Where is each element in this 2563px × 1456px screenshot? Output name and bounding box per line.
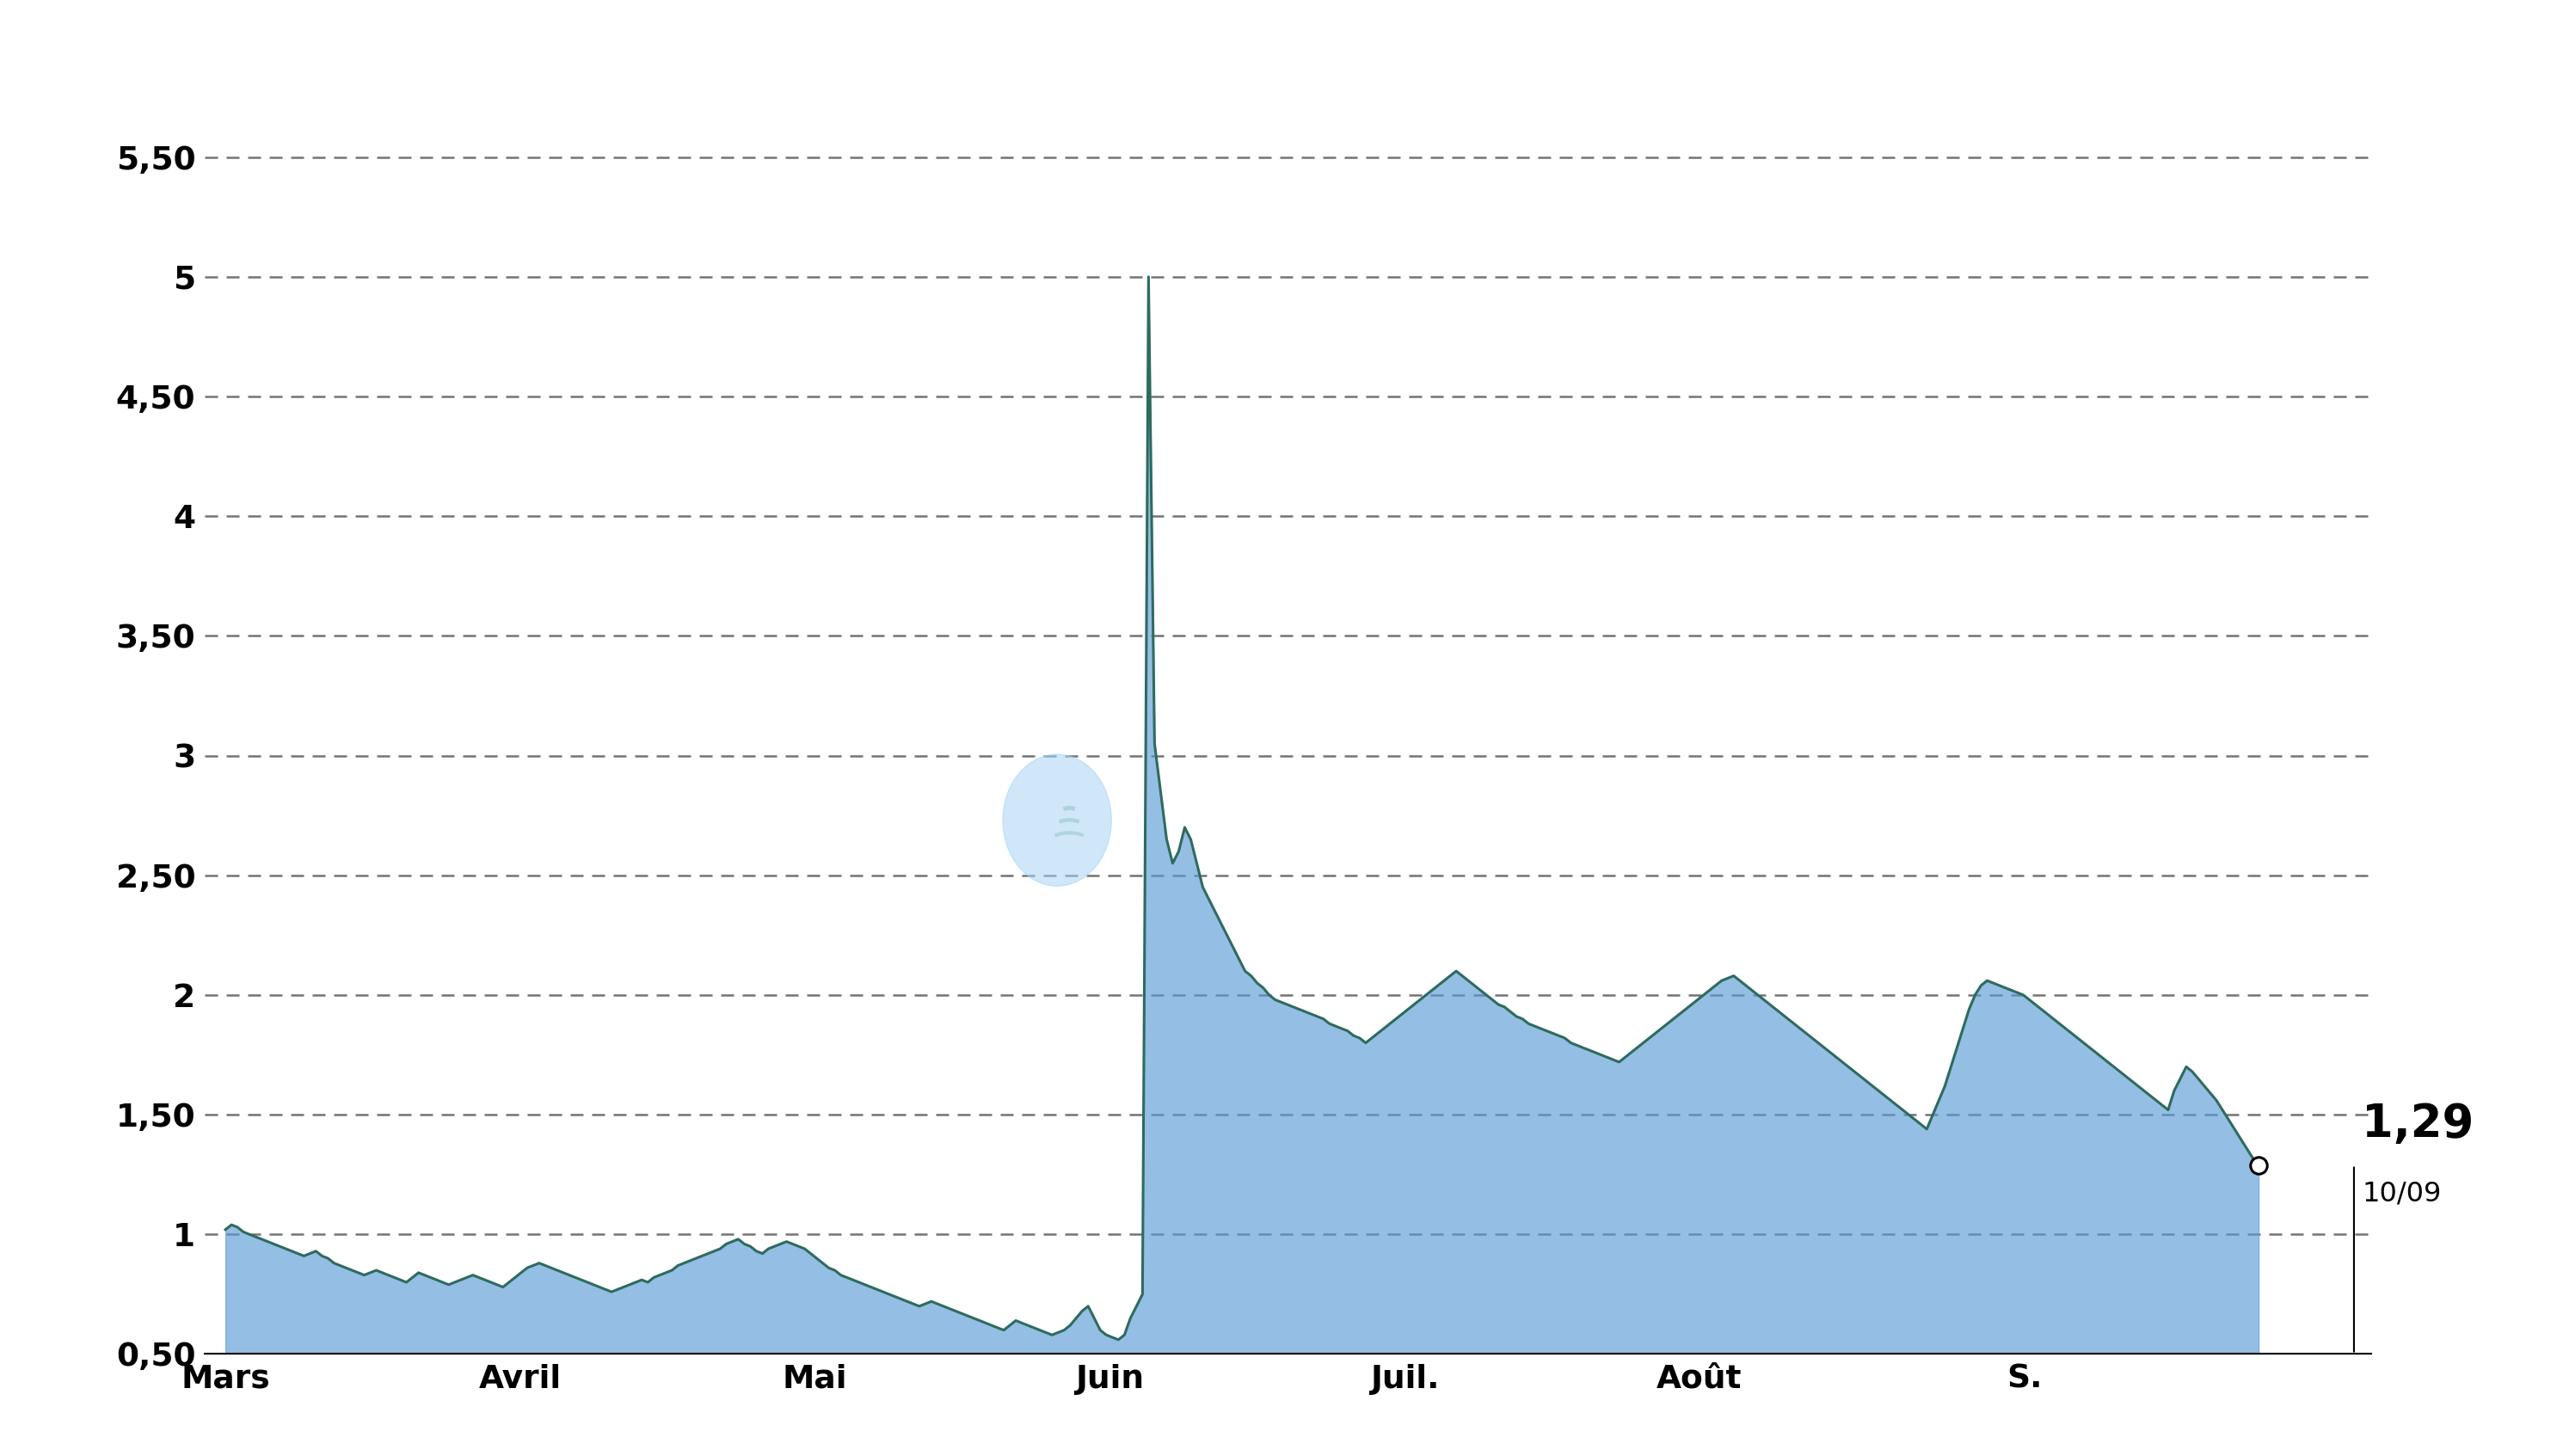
Text: 10/09: 10/09 xyxy=(2361,1181,2440,1207)
Text: MIRA Pharmaceuticals, Inc.: MIRA Pharmaceuticals, Inc. xyxy=(802,35,1761,93)
Ellipse shape xyxy=(1002,754,1112,887)
Text: 1,29: 1,29 xyxy=(2361,1102,2473,1147)
